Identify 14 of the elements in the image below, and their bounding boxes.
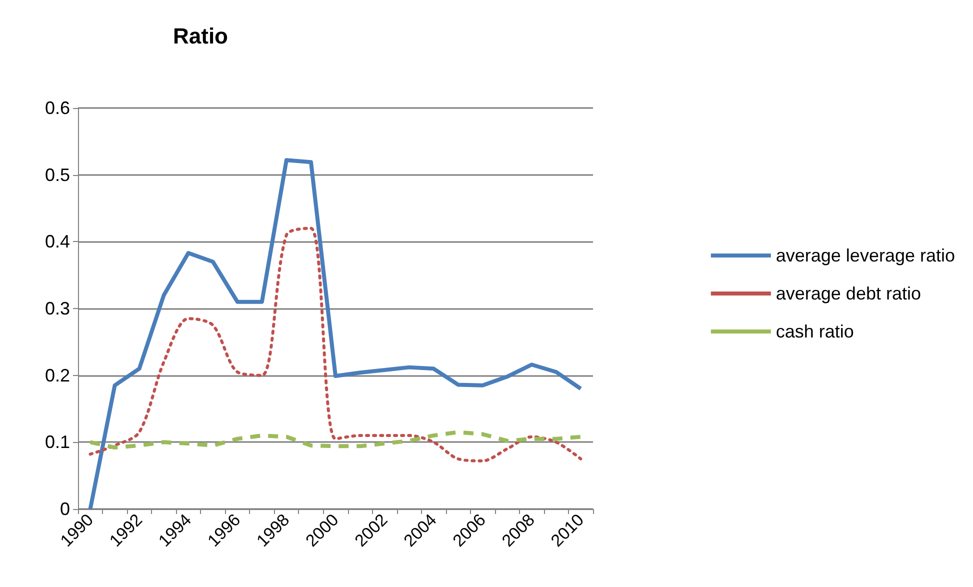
legend-label: average leverage ratio: [776, 246, 956, 266]
y-tick-label: 0: [60, 499, 70, 519]
y-tick-label: 0.6: [44, 98, 70, 118]
y-tick-label: 0.4: [44, 232, 70, 252]
y-tick-label: 0.2: [44, 365, 70, 386]
legend-label: average debt ratio: [776, 284, 921, 304]
y-tick-label: 0.3: [44, 298, 70, 318]
y-tick-label: 0.1: [44, 432, 70, 452]
line-series: [88, 430, 583, 450]
legend-label: cash ratio: [776, 322, 854, 342]
line-series: [88, 158, 583, 511]
chart-title: Ratio: [173, 24, 228, 48]
y-tick-label: 0.5: [44, 164, 70, 185]
line-series: [88, 226, 582, 462]
